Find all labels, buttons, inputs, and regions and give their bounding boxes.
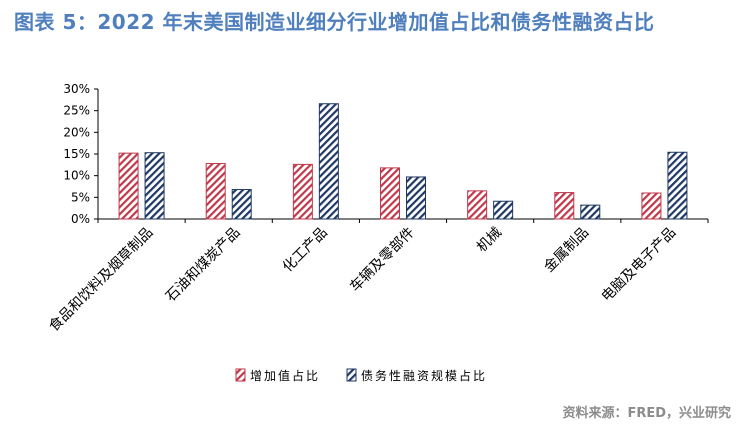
x-tick-label: 化工产品 (280, 225, 331, 276)
bar-debt-financing (493, 200, 514, 220)
y-tick-label: 5% (71, 190, 90, 204)
legend: 增加值占比 债务性融资规模占比 (235, 368, 487, 383)
bar-debt-financing (580, 204, 601, 220)
y-tick-label: 20% (63, 125, 90, 139)
bar-debt-financing (318, 103, 339, 220)
bar-value-added (641, 192, 662, 220)
legend-label: 增加值占比 (250, 368, 320, 383)
bar-debt-financing (144, 152, 165, 220)
bar-value-added (118, 152, 139, 220)
x-tick-label: 石油和煤炭产品 (163, 225, 244, 306)
axes: 0% 5% 10% 15% 20% 25% 30% (63, 82, 709, 226)
legend-label: 债务性融资规模占比 (361, 368, 487, 383)
x-tick-label: 电脑及电子产品 (599, 225, 680, 306)
y-tick-label: 25% (63, 104, 90, 118)
bar-debt-financing (667, 151, 688, 220)
x-tick-label: 车辆及零部件 (346, 224, 417, 295)
x-tick-label: 金属制品 (541, 225, 592, 276)
x-tick-labels: 食品和饮料及烟草制品 石油和煤炭产品 化工产品 车辆及零部件 机械 金属制品 电脑及电子产品 (45, 224, 679, 335)
x-tick-label: 机械 (474, 225, 505, 256)
source-note: 资料来源：FRED，兴业研究 (562, 406, 731, 421)
legend-swatch (346, 368, 357, 382)
bar-value-added (467, 190, 488, 220)
y-tick-label: 10% (63, 169, 90, 183)
chart-title: 图表 5：2022 年末美国制造业细分行业增加值占比和债务性融资占比 (14, 10, 655, 34)
bar-debt-financing (231, 189, 252, 220)
bars (118, 103, 688, 220)
bar-value-added (205, 163, 226, 220)
y-tick-label: 0% (71, 212, 90, 226)
y-tick-label: 30% (63, 82, 90, 96)
bar-value-added (292, 163, 313, 220)
legend-swatch (235, 368, 246, 382)
y-tick-label: 15% (63, 147, 90, 161)
bar-debt-financing (406, 176, 426, 220)
bar-value-added (380, 167, 400, 220)
x-tick-label: 食品和饮料及烟草制品 (45, 224, 156, 335)
bar-value-added (554, 192, 575, 220)
